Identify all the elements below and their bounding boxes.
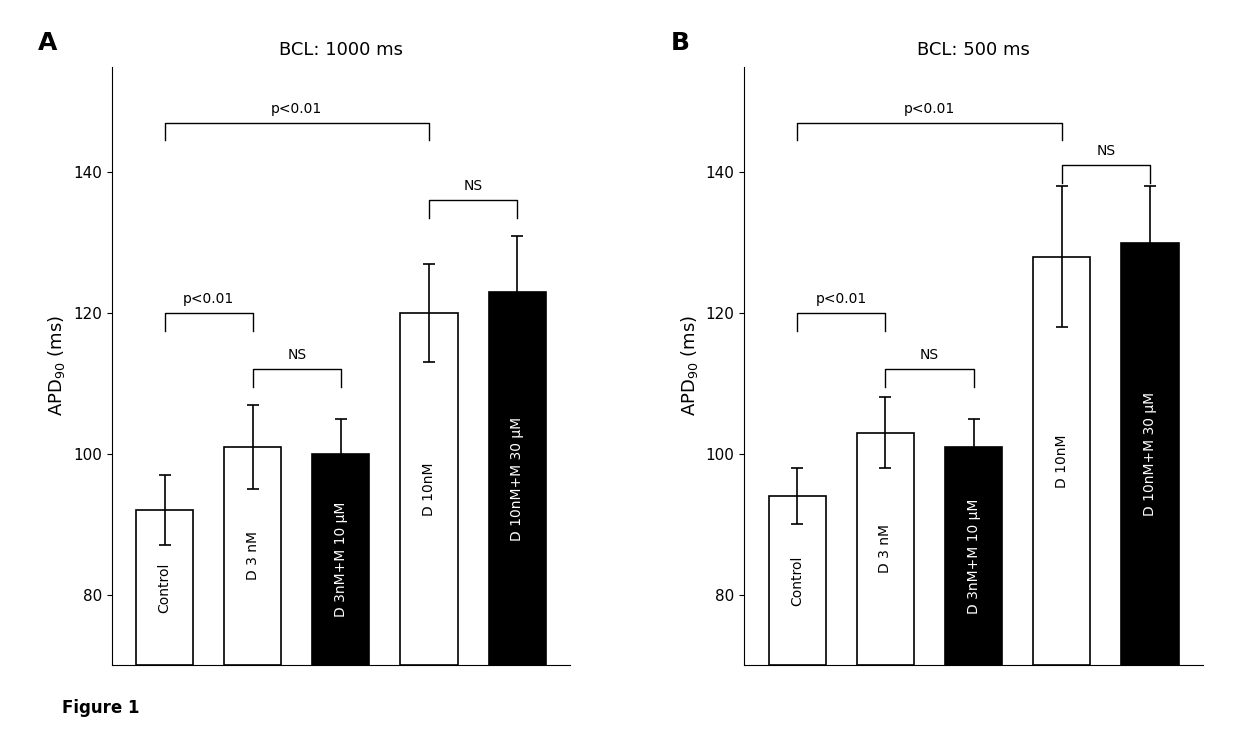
Bar	[1121, 242, 1178, 665]
Text: D 3 nM: D 3 nM	[246, 531, 259, 580]
Text: NS: NS	[288, 348, 306, 362]
Text: D 10nM+M 30 μM: D 10nM+M 30 μM	[510, 416, 525, 540]
Text: Control: Control	[790, 556, 805, 606]
Title: BCL: 500 ms: BCL: 500 ms	[918, 41, 1030, 59]
Title: BCL: 1000 ms: BCL: 1000 ms	[279, 41, 403, 59]
Text: NS: NS	[920, 348, 939, 362]
Text: D 3nM+M 10 μM: D 3nM+M 10 μM	[966, 498, 981, 613]
Bar	[224, 447, 281, 665]
Text: D 3nM+M 10 μM: D 3nM+M 10 μM	[334, 502, 348, 617]
Text: Control: Control	[157, 562, 171, 613]
Text: p<0.01: p<0.01	[272, 102, 322, 116]
Text: A: A	[38, 30, 57, 55]
Text: p<0.01: p<0.01	[184, 292, 234, 306]
Bar	[489, 292, 546, 665]
Y-axis label: APD$_{90}$ (ms): APD$_{90}$ (ms)	[680, 316, 701, 416]
Text: p<0.01: p<0.01	[904, 102, 955, 116]
Y-axis label: APD$_{90}$ (ms): APD$_{90}$ (ms)	[46, 316, 67, 416]
Text: p<0.01: p<0.01	[816, 292, 867, 306]
Bar	[945, 447, 1002, 665]
Bar	[1033, 256, 1090, 665]
Text: D 10nM: D 10nM	[1055, 434, 1069, 488]
Bar	[136, 510, 193, 665]
Bar	[401, 313, 458, 665]
Bar	[769, 496, 826, 665]
Bar	[312, 454, 370, 665]
Text: B: B	[671, 30, 689, 55]
Text: NS: NS	[1096, 144, 1115, 158]
Text: D 3 nM: D 3 nM	[878, 525, 893, 573]
Text: NS: NS	[464, 180, 482, 194]
Text: D 10nM: D 10nM	[422, 463, 436, 516]
Bar	[857, 433, 914, 665]
Text: D 10nM+M 30 μM: D 10nM+M 30 μM	[1143, 392, 1157, 516]
Text: Figure 1: Figure 1	[62, 699, 139, 717]
